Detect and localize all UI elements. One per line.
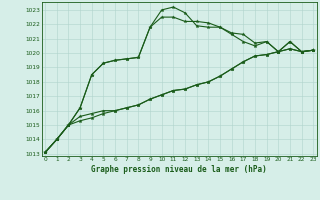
X-axis label: Graphe pression niveau de la mer (hPa): Graphe pression niveau de la mer (hPa) xyxy=(91,165,267,174)
